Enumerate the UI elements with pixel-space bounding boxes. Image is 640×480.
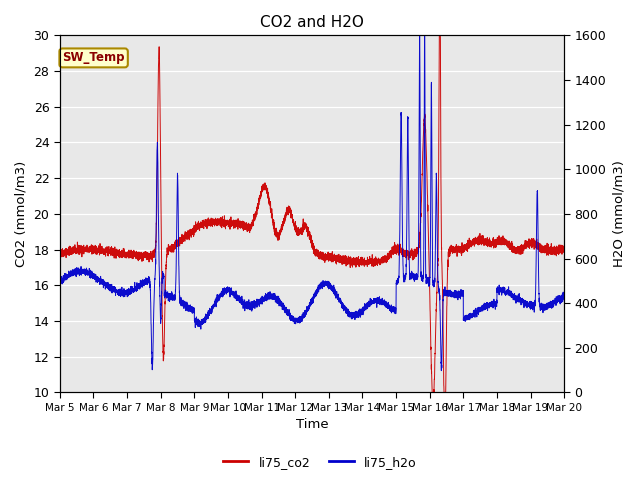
Y-axis label: CO2 (mmol/m3): CO2 (mmol/m3) bbox=[15, 161, 28, 267]
X-axis label: Time: Time bbox=[296, 419, 328, 432]
Y-axis label: H2O (mmol/m3): H2O (mmol/m3) bbox=[612, 160, 625, 267]
Text: SW_Temp: SW_Temp bbox=[62, 51, 125, 64]
Legend: li75_co2, li75_h2o: li75_co2, li75_h2o bbox=[218, 451, 422, 474]
Title: CO2 and H2O: CO2 and H2O bbox=[260, 15, 364, 30]
